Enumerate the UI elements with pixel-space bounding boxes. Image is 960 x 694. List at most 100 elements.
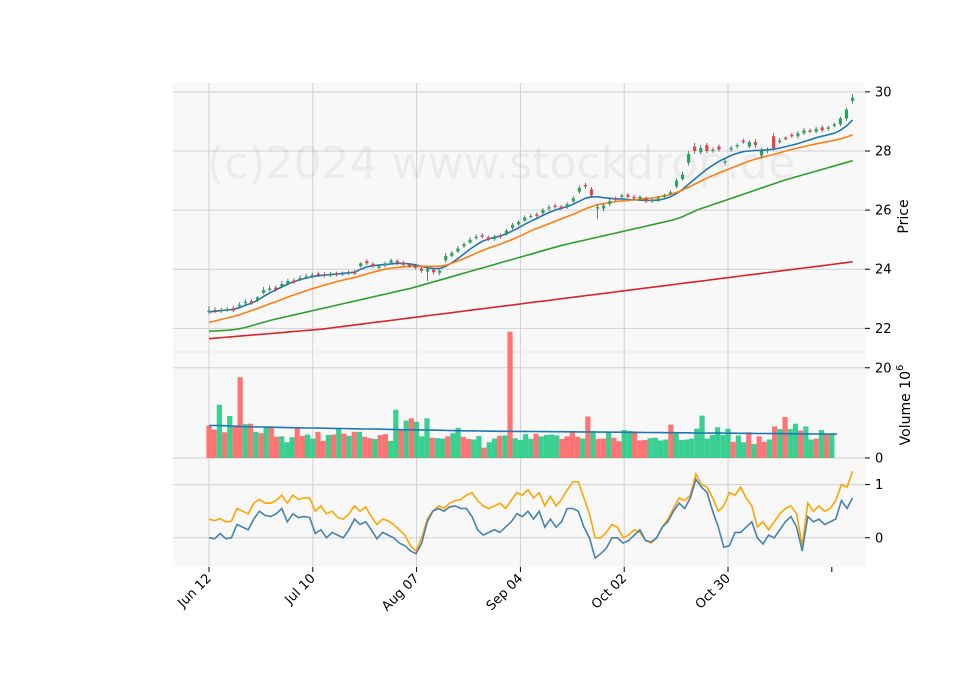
candle-body: [523, 217, 527, 221]
candle-body: [529, 216, 533, 218]
volume-bar: [242, 424, 248, 458]
volume-bar: [725, 428, 731, 458]
candlestick: [674, 178, 679, 189]
volume-y-tick-label: 20: [875, 361, 892, 376]
price-y-tick-label: 22: [875, 322, 892, 337]
candlestick: [425, 266, 430, 282]
volume-bar: [398, 430, 404, 458]
volume-bar: [611, 437, 617, 458]
volume-bar: [522, 434, 529, 458]
candle-body: [705, 145, 709, 151]
volume-bar: [268, 427, 274, 458]
volume-bar: [554, 435, 560, 458]
candlestick: [753, 139, 758, 149]
candle-body: [456, 248, 460, 252]
volume-bar: [315, 431, 321, 458]
candlestick: [401, 260, 405, 267]
candlestick: [687, 150, 691, 166]
volume-bar: [657, 440, 664, 458]
volume-bar: [460, 436, 466, 458]
candle-body: [425, 269, 430, 272]
volume-bar: [735, 435, 741, 458]
candle-body: [826, 127, 830, 129]
candle-body: [589, 189, 594, 196]
volume-bar: [668, 424, 674, 458]
volume-bar: [673, 433, 679, 458]
volume-bar: [330, 434, 337, 458]
volume-bar: [626, 430, 632, 458]
candle-body: [820, 127, 824, 131]
volume-bar: [476, 435, 482, 458]
candle-body: [444, 255, 448, 261]
candle-body: [438, 270, 442, 273]
volume-bar: [227, 416, 233, 458]
candle-body: [334, 273, 339, 276]
candle-body: [207, 310, 211, 313]
volume-bar: [533, 433, 539, 458]
candle-body: [371, 263, 375, 267]
candlestick: [213, 307, 217, 313]
candlestick: [225, 307, 229, 312]
volume-bar: [414, 421, 420, 458]
volume-bar: [517, 439, 523, 458]
volume-bar: [647, 438, 653, 458]
candlestick: [231, 306, 235, 313]
candlestick: [844, 107, 849, 121]
candlestick: [741, 138, 745, 144]
candle-body: [602, 205, 606, 209]
candle-body: [674, 180, 679, 187]
volume-bar: [818, 430, 825, 458]
moving-average-line-2: [208, 133, 853, 324]
price-axis-label: Price: [896, 199, 912, 233]
candlestick: [705, 142, 709, 154]
volume-bar: [590, 430, 596, 458]
volume-bar: [600, 438, 607, 458]
volume-bar: [424, 418, 430, 458]
candlestick: [249, 299, 254, 305]
candle-body: [316, 273, 320, 276]
candle-body: [535, 214, 539, 217]
indicator-line-1: [208, 471, 854, 553]
candlestick: [334, 271, 339, 277]
volume-bar: [543, 434, 549, 458]
candle-body: [644, 198, 648, 202]
volume-moving-average-line: [209, 424, 837, 435]
candle-body: [753, 142, 758, 146]
candlestick: [559, 204, 563, 211]
candle-body: [510, 224, 515, 228]
volume-y-tick-label: 0: [875, 452, 883, 467]
volume-bar: [704, 438, 710, 458]
candlestick: [504, 229, 509, 236]
candlestick: [790, 132, 794, 138]
candlestick: [541, 207, 545, 216]
volume-bar: [388, 440, 394, 458]
x-tick-label: Oct 02: [589, 571, 630, 612]
volume-bar: [351, 431, 357, 458]
candlestick: [772, 133, 776, 151]
candle-body: [814, 128, 818, 132]
candlestick: [480, 233, 484, 239]
volume-bar: [631, 431, 638, 458]
candle-body: [213, 310, 217, 312]
candle-body: [492, 236, 496, 240]
candlestick: [444, 252, 448, 263]
volume-bar: [362, 436, 368, 458]
volume-bar: [746, 432, 752, 458]
candle-body: [255, 297, 260, 301]
volume-bar: [512, 438, 518, 458]
volume-bar: [652, 437, 658, 458]
candle-body: [650, 199, 654, 202]
candlestick: [553, 203, 557, 209]
candle-body: [614, 198, 618, 200]
candle-body: [419, 268, 424, 271]
volume-bar: [491, 438, 498, 458]
candlestick: [808, 128, 812, 134]
volume-axis-label-exponent: 6: [895, 365, 906, 371]
candle-body: [389, 260, 393, 263]
moving-average-line-4: [208, 261, 853, 340]
candle-body: [322, 274, 326, 276]
volume-bar: [787, 429, 793, 458]
candlestick: [237, 302, 241, 308]
candlestick: [814, 126, 818, 134]
volume-bar: [564, 436, 570, 458]
